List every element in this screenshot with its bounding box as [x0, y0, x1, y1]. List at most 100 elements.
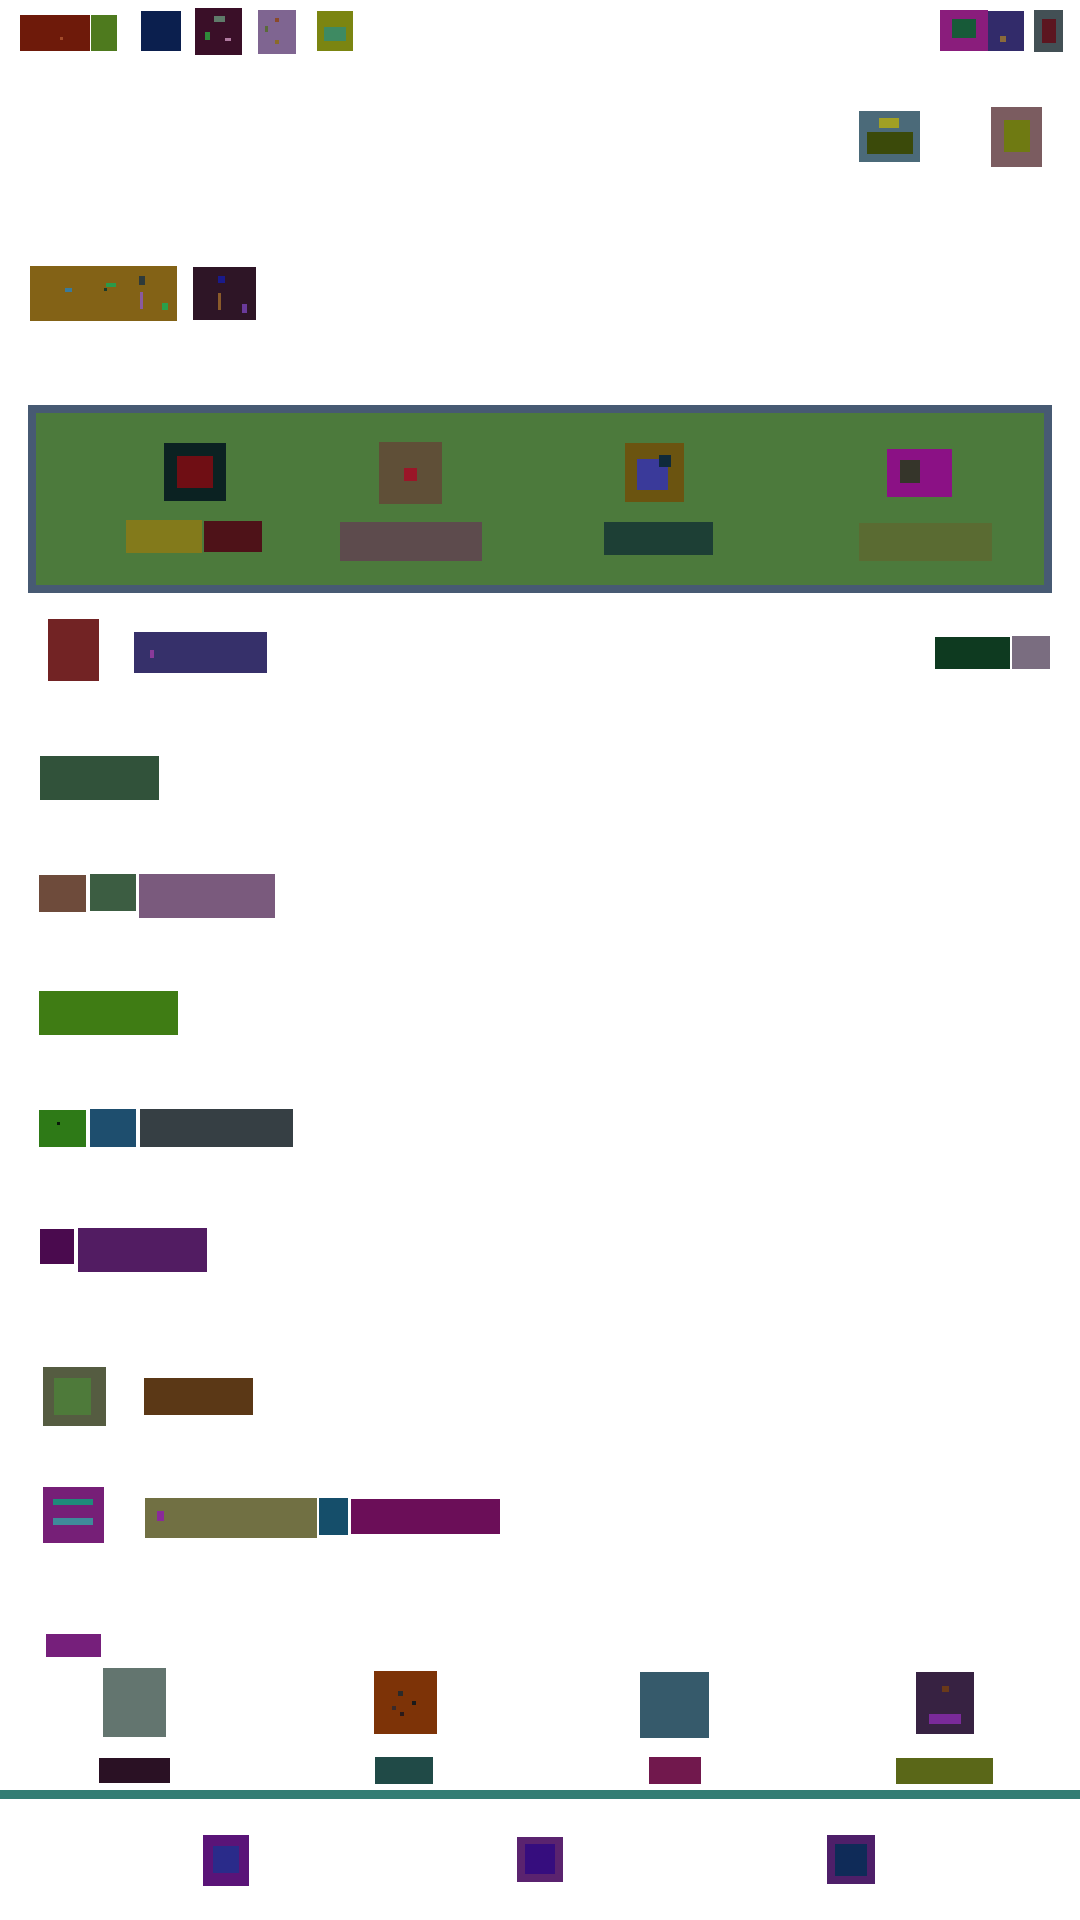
tabs-panel-body — [36, 413, 1044, 585]
profile-name — [134, 632, 267, 673]
record-icon-part — [177, 456, 213, 488]
follow-button[interactable] — [935, 637, 1010, 669]
tab-square[interactable] — [851, 413, 1021, 577]
folder-icon[interactable] — [317, 11, 353, 51]
list-item[interactable] — [39, 1109, 294, 1148]
scatter-icon — [374, 1671, 437, 1734]
profile-name-mark — [150, 650, 154, 658]
check-icon — [39, 991, 178, 1035]
list-item-label — [139, 874, 275, 918]
list-item-label — [140, 1109, 293, 1147]
square-icon-part — [900, 460, 920, 483]
list-item[interactable] — [40, 1227, 208, 1273]
camera-icon-part — [952, 19, 976, 38]
camera-icon[interactable] — [940, 10, 988, 51]
list-item-mark — [157, 1511, 164, 1521]
tab-stop[interactable] — [336, 413, 486, 577]
card[interactable] — [896, 1672, 994, 1786]
layers-icon-part — [659, 455, 671, 467]
scatter-icon-part — [412, 1701, 416, 1705]
photo-icon[interactable] — [859, 111, 920, 162]
square-icon — [887, 449, 952, 497]
tab-badge — [204, 521, 262, 552]
logo-icon[interactable] — [20, 15, 117, 51]
logo-dot — [60, 37, 63, 40]
list-item-secondary — [319, 1498, 348, 1535]
grid-icon[interactable] — [141, 11, 181, 51]
banner-chart-icon[interactable] — [30, 266, 177, 321]
inbox-icon-part — [942, 1686, 949, 1692]
list-icon — [40, 756, 159, 800]
banner-mark — [242, 304, 247, 313]
tab-layers[interactable] — [604, 413, 734, 577]
list-item-label — [78, 1228, 207, 1272]
stop-icon — [379, 442, 442, 504]
more-button[interactable] — [1012, 636, 1050, 669]
tag-icon-part — [275, 18, 279, 22]
bell-icon[interactable] — [988, 11, 1024, 51]
image-icon-part — [214, 16, 225, 22]
card[interactable] — [99, 1668, 174, 1785]
tag-icon-part — [265, 26, 268, 32]
tag-icon[interactable] — [258, 10, 296, 54]
banner-mark — [65, 288, 72, 292]
list-item-secondary — [90, 874, 136, 911]
banner-thumbnail-icon[interactable] — [193, 267, 256, 320]
card[interactable] — [640, 1672, 710, 1786]
profile-icon-part — [835, 1844, 867, 1876]
sliders-icon — [39, 875, 86, 912]
record-icon — [164, 443, 226, 501]
logo-mark-primary — [20, 15, 90, 51]
list-item[interactable] — [43, 1487, 500, 1543]
list-item[interactable] — [40, 756, 160, 800]
tab-label — [604, 522, 713, 555]
leaf-icon-part — [54, 1378, 91, 1415]
folder-icon-part — [324, 27, 346, 41]
list-item-secondary — [90, 1109, 136, 1147]
photo-icon-part — [879, 118, 899, 128]
inbox-icon-part — [929, 1714, 961, 1724]
tab-label — [340, 522, 482, 561]
home-icon[interactable] — [203, 1835, 249, 1886]
banner-mark — [140, 292, 143, 309]
menu-icon[interactable] — [1034, 10, 1063, 52]
banner-mark — [104, 288, 107, 291]
card-label — [375, 1757, 433, 1784]
gallery-icon[interactable] — [991, 107, 1042, 167]
list-item-label — [144, 1378, 253, 1415]
menu-icon-part — [1042, 19, 1056, 43]
profile-icon[interactable] — [827, 1835, 875, 1884]
card[interactable] — [374, 1671, 439, 1786]
tab-record[interactable] — [96, 413, 262, 577]
card-label — [649, 1757, 701, 1784]
tab-label — [126, 520, 202, 553]
gallery-icon-part — [1004, 120, 1030, 152]
banner-mark — [139, 276, 145, 285]
tabs-panel — [28, 405, 1052, 593]
scatter-icon-part — [392, 1706, 396, 1710]
chat-icon — [43, 1487, 104, 1543]
image-icon-part — [225, 38, 231, 41]
search-icon-part — [525, 1844, 555, 1874]
avatar[interactable] — [48, 619, 99, 681]
list-item[interactable] — [39, 991, 179, 1036]
list-item[interactable] — [39, 873, 277, 918]
section-label — [46, 1634, 101, 1657]
globe-icon — [39, 1110, 86, 1147]
chat-icon-part — [53, 1518, 93, 1525]
scatter-icon-part — [400, 1712, 404, 1716]
globe-icon-part — [57, 1122, 60, 1125]
logo-mark-secondary — [91, 15, 117, 51]
list-item[interactable] — [43, 1367, 253, 1426]
image-icon[interactable] — [195, 8, 242, 55]
card-label — [99, 1758, 170, 1783]
bottom-nav-divider — [0, 1790, 1080, 1799]
photo-icon-part — [867, 132, 913, 154]
tab-label — [859, 523, 992, 561]
search-icon[interactable] — [517, 1837, 563, 1882]
file-icon — [103, 1668, 166, 1737]
layers-icon — [625, 443, 684, 502]
inbox-icon — [916, 1672, 974, 1734]
list-item-tag — [351, 1499, 500, 1534]
image-icon-part — [205, 32, 210, 40]
